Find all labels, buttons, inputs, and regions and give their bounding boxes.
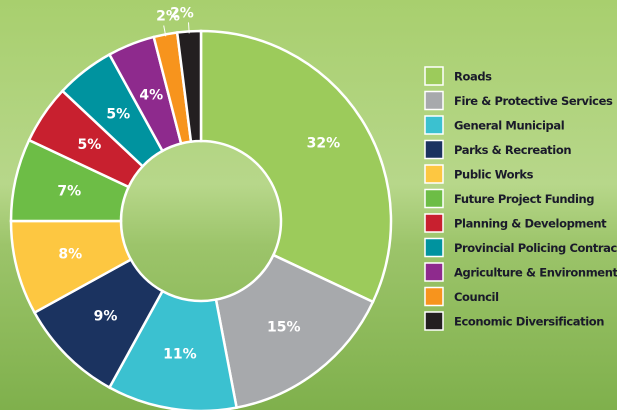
legend-label: Economic Diversification bbox=[454, 315, 604, 329]
slice bbox=[199, 29, 393, 304]
legend-swatch bbox=[424, 286, 444, 307]
data-label: 9% bbox=[94, 308, 118, 324]
data-label: 15% bbox=[267, 320, 301, 336]
slice bbox=[214, 253, 375, 410]
legend-swatch bbox=[424, 66, 444, 86]
legend-swatch bbox=[424, 90, 444, 111]
data-label: 5% bbox=[77, 137, 101, 153]
data-label: 8% bbox=[58, 247, 82, 263]
legend: Roads Fire & Protective Services General M… bbox=[424, 66, 617, 331]
data-label: 5% bbox=[106, 106, 130, 122]
legend-label: Parks & Recreation bbox=[454, 143, 571, 157]
legend-swatch bbox=[424, 262, 444, 282]
legend-swatch bbox=[424, 213, 444, 233]
donut: 32% 15% 11% 9% 8% 7% 5% 5% 4% 2%2% bbox=[9, 5, 393, 410]
data-label: 11% bbox=[163, 346, 197, 362]
legend-swatch bbox=[424, 237, 444, 258]
legend-swatch bbox=[424, 164, 444, 184]
legend-label: Fire & Protective Services bbox=[454, 94, 613, 108]
legend-label: Council bbox=[454, 290, 499, 304]
data-label: 2% bbox=[170, 5, 194, 21]
legend-label: Future Project Funding bbox=[454, 192, 594, 206]
legend-swatch bbox=[424, 188, 444, 209]
data-label: 7% bbox=[57, 184, 81, 200]
slice bbox=[175, 29, 203, 144]
legend-label: Planning & Development bbox=[454, 217, 607, 231]
data-label: 2% bbox=[156, 9, 180, 25]
legend-label: Provincial Policing Contract bbox=[454, 241, 617, 255]
data-label: 32% bbox=[307, 135, 341, 151]
legend-swatch bbox=[424, 139, 444, 160]
leader-line bbox=[163, 25, 167, 37]
leader-line bbox=[188, 22, 190, 34]
legend-label: Roads bbox=[454, 70, 492, 84]
legend-label: Agriculture & Environment bbox=[454, 266, 617, 280]
legend-swatch bbox=[424, 311, 444, 331]
data-label: 4% bbox=[139, 87, 163, 103]
legend-label: General Municipal bbox=[454, 119, 564, 133]
legend-label: Public Works bbox=[454, 168, 534, 182]
legend-swatch bbox=[424, 115, 444, 135]
